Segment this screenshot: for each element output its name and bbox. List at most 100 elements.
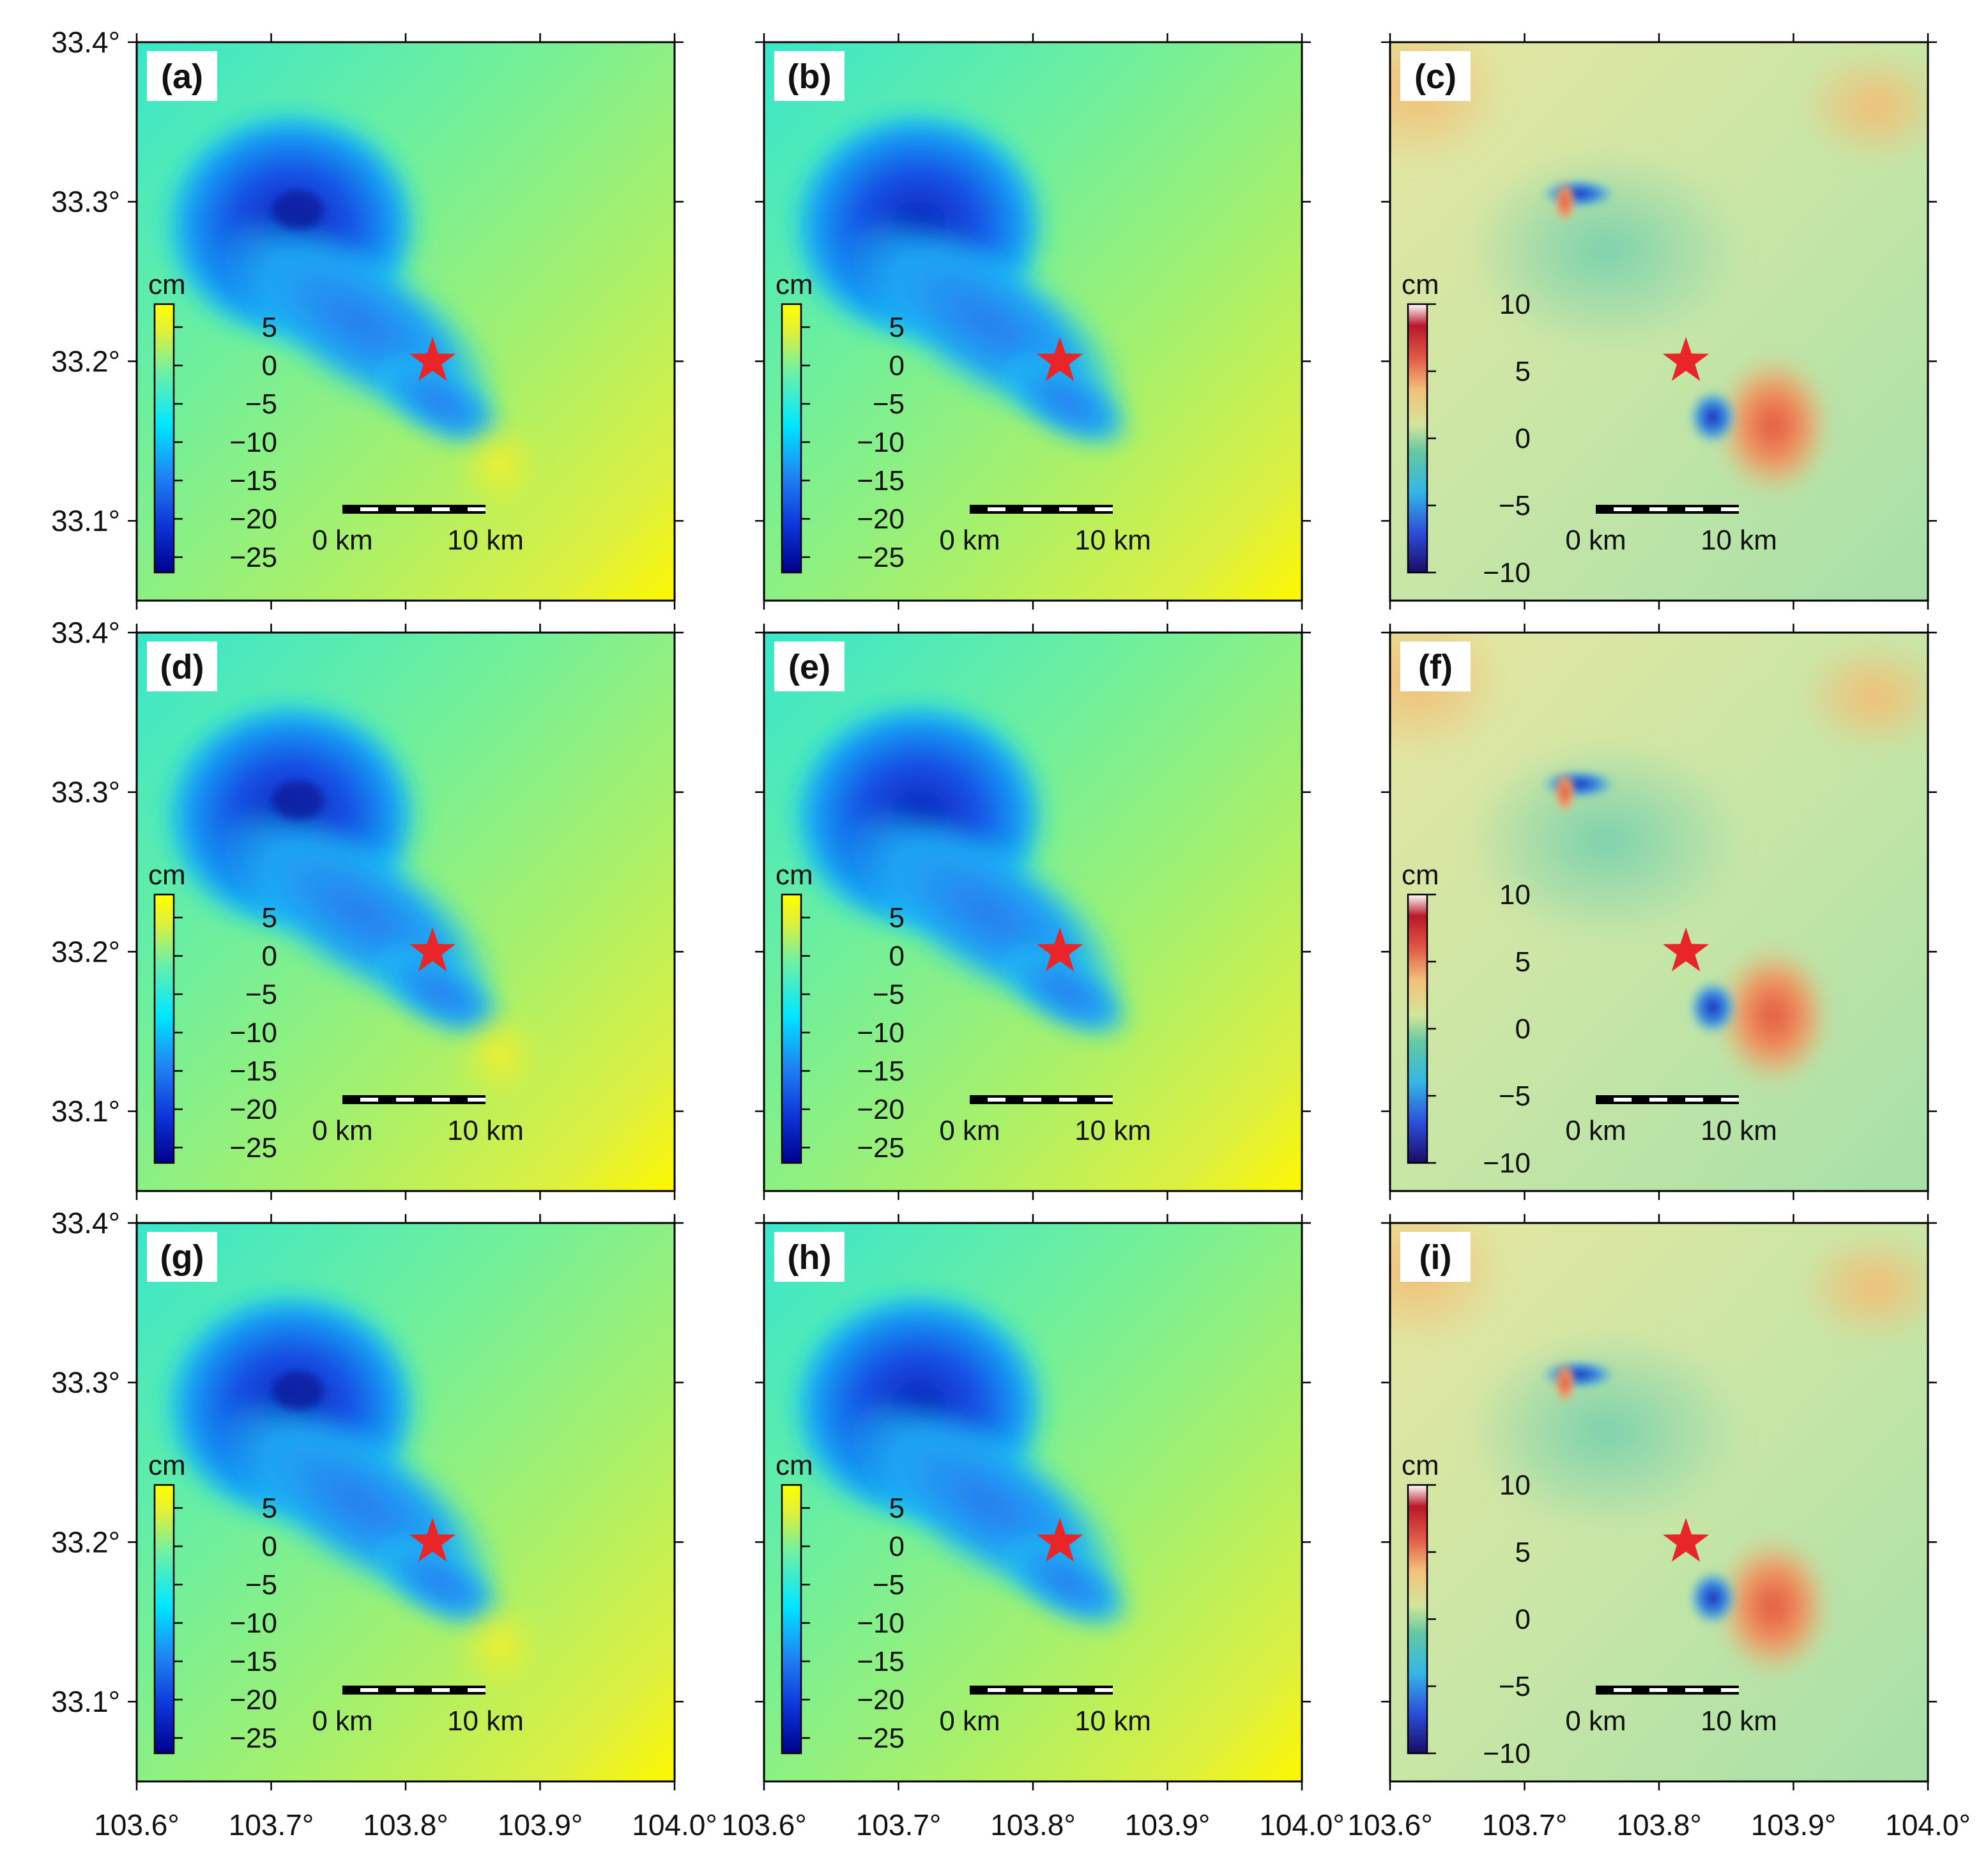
scale-label-start: 0 km (312, 525, 372, 556)
scale-bar-segment (396, 1098, 414, 1102)
colorbar-tick-label: −5 (1499, 1080, 1531, 1112)
colorbar-tick-label: 10 (1499, 1470, 1531, 1501)
colorbar-unit: cm (1402, 859, 1439, 891)
colorbar-tick-label: −15 (229, 1056, 277, 1087)
colorbar: cm 10 5 0 −5 −10 (1402, 269, 1531, 588)
deformation-field (137, 1223, 675, 1781)
scale-bar: 0 km 10 km (1565, 1686, 1777, 1737)
residual-ne (1797, 638, 1928, 754)
scale-bar-segment (1023, 1688, 1041, 1692)
epicenter-star (1663, 337, 1709, 381)
colorbar: cm 5 0 −5 −10 −15 −20 −25 (776, 269, 905, 574)
colorbar-unit: cm (776, 859, 813, 891)
x-tick-label: 103.9° (1751, 1808, 1837, 1841)
panel-e: (e) cm 5 0 −5 −10 −15 −20 −25 0 km 10 km (755, 624, 1311, 1200)
colorbar-tick-label: −25 (229, 542, 277, 573)
scale-label-end: 10 km (447, 525, 524, 556)
scale-bar-segment (1721, 1098, 1739, 1102)
epicenter-star (409, 927, 456, 972)
residual-positive-nw (1553, 180, 1577, 224)
scale-label-end: 10 km (1701, 1705, 1777, 1737)
scale-label-end: 10 km (1701, 1115, 1777, 1146)
x-tick-label: 103.6° (94, 1808, 180, 1841)
panel-d: 33.1° 33.2° 33.3° 33.4° (d) cm 5 0 −5 −10 −15 −20 −2… (51, 616, 684, 1200)
residual-positive-nw (1553, 770, 1577, 814)
residual-positive (1715, 1535, 1831, 1677)
colorbar-ramp (1407, 893, 1428, 1164)
panel-label-box (1400, 642, 1471, 691)
scale-label-start: 0 km (312, 1705, 372, 1737)
panel-label-box (147, 642, 217, 691)
panel-h: (h) cm 5 0 −5 −10 −15 −20 −25 0 km 10 km (755, 1214, 1311, 1790)
colorbar-tick-label: 0 (889, 1531, 905, 1562)
colorbar-ramp (781, 303, 802, 574)
epicenter-star (1037, 1518, 1083, 1562)
epicenter-star (1037, 337, 1083, 381)
residual-center (1464, 737, 1746, 942)
colorbar-tick-label: 10 (1499, 289, 1531, 320)
scale-bar-segment (988, 507, 1005, 511)
axis-ticks (128, 624, 684, 1200)
deep-subsidence (272, 781, 324, 820)
residual-positive (1715, 945, 1831, 1086)
scale-bar-segment (1095, 1098, 1113, 1102)
panel-label: (d) (160, 648, 204, 686)
colorbar-unit: cm (148, 859, 186, 891)
residual-negative (1687, 978, 1739, 1036)
scale-bar-segment (1721, 1688, 1739, 1692)
scale-bar-segment (396, 507, 414, 511)
y-tick-label: 33.3° (51, 185, 120, 219)
x-tick-label: 103.8° (990, 1808, 1076, 1841)
scale-bar-segment (1721, 507, 1739, 511)
panel-label: (g) (160, 1238, 204, 1277)
residual-negative (1687, 388, 1739, 446)
epicenter-star (1663, 1518, 1709, 1562)
colorbar-ramp (153, 303, 175, 574)
x-tick-label: 103.8° (363, 1808, 448, 1841)
deformation-field (764, 633, 1302, 1191)
uplift-patch (455, 1004, 545, 1107)
scale-bar-segment (1649, 507, 1667, 511)
scale-label-start: 0 km (1565, 525, 1626, 556)
x-tick-label: 104.0° (1259, 1808, 1345, 1841)
colorbar-tick-label: −5 (1499, 490, 1531, 521)
colorbar-tick-label: −20 (229, 1684, 277, 1716)
scale-label-end: 10 km (447, 1115, 524, 1146)
colorbar-tick-label: −5 (873, 1569, 905, 1601)
colorbar-tick-label: 0 (262, 1531, 277, 1562)
deformation-field (1390, 42, 1928, 601)
y-tick-label: 33.4° (51, 616, 120, 649)
colorbar-unit: cm (1402, 269, 1439, 300)
colorbar-tick-label: 0 (262, 941, 277, 972)
colorbar-tick-label: −5 (1499, 1671, 1531, 1702)
residual-ne (1797, 1229, 1928, 1344)
deformation-field (764, 1223, 1302, 1781)
scale-bar-segment (468, 1098, 486, 1102)
scale-bar: 0 km 10 km (939, 505, 1151, 556)
x-tick-label: 103.6° (1347, 1808, 1433, 1841)
scale-bar-segment (1614, 1688, 1632, 1692)
scale-bar-segment (1649, 1098, 1667, 1102)
colorbar-tick-label: −20 (857, 1684, 905, 1716)
colorbar-ramp (781, 893, 802, 1164)
colorbar-tick-label: 0 (889, 941, 905, 972)
axis-ticks (755, 624, 1311, 1200)
deep-subsidence (272, 1371, 324, 1410)
panel-g: 33.1° 33.2° 33.3° 33.4° (g) cm 5 0 −5 −10 −15 −20 −2… (51, 1206, 684, 1790)
y-tick-label: 33.3° (51, 776, 120, 809)
scale-label-end: 10 km (1074, 525, 1151, 556)
panel-label-box (774, 1232, 845, 1282)
colorbar-unit: cm (776, 1450, 813, 1481)
x-tick-label: 103.6° (721, 1808, 807, 1841)
panel-label: (i) (1419, 1238, 1452, 1277)
deformation-field (137, 633, 675, 1191)
panel-label-box (1400, 51, 1471, 101)
y-tick-label: 33.4° (51, 1206, 120, 1240)
scale-bar: 0 km 10 km (312, 505, 524, 556)
colorbar-ramp (1407, 1484, 1428, 1755)
y-tick-label: 33.1° (51, 1685, 120, 1718)
colorbar-tick-label: −10 (857, 1608, 905, 1639)
colorbar-tick-label: −25 (857, 1132, 905, 1164)
panel-label: (f) (1418, 648, 1453, 686)
